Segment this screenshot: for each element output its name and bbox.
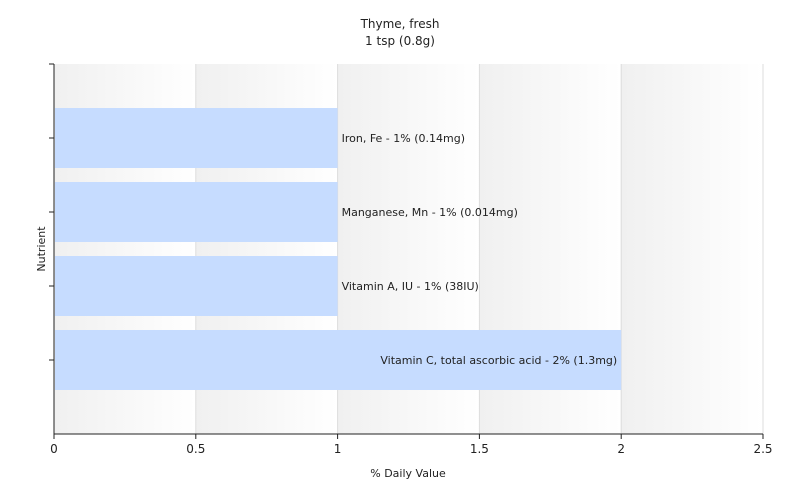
x-tick-label: 0.5 [186,442,205,456]
x-tick-label: 1 [334,442,342,456]
y-axis-title: Nutrient [35,226,48,272]
ticks: 0 0.5 1 1.5 2 2.5 [49,63,773,456]
bars [55,108,622,390]
bar [55,182,338,242]
bar-label: Vitamin A, IU - 1% (38IU) [342,280,479,293]
x-tick-label: 0 [50,442,58,456]
bar [55,256,338,316]
x-tick-label: 2.5 [753,442,772,456]
bar-labels: Iron, Fe - 1% (0.14mg) Manganese, Mn - 1%… [342,132,618,367]
chart-title: Thyme, fresh [360,17,440,31]
plot-band [621,64,763,434]
bar-label: Vitamin C, total ascorbic acid - 2% (1.3… [380,354,617,367]
x-tick-label: 2 [617,442,625,456]
x-axis-title: % Daily Value [370,467,446,480]
bar [55,330,622,390]
bar-label: Iron, Fe - 1% (0.14mg) [342,132,465,145]
axes [53,64,763,435]
bar-label: Manganese, Mn - 1% (0.014mg) [342,206,518,219]
x-tick-label: 1.5 [470,442,489,456]
bar [55,108,338,168]
chart-subtitle: 1 tsp (0.8g) [365,34,435,48]
